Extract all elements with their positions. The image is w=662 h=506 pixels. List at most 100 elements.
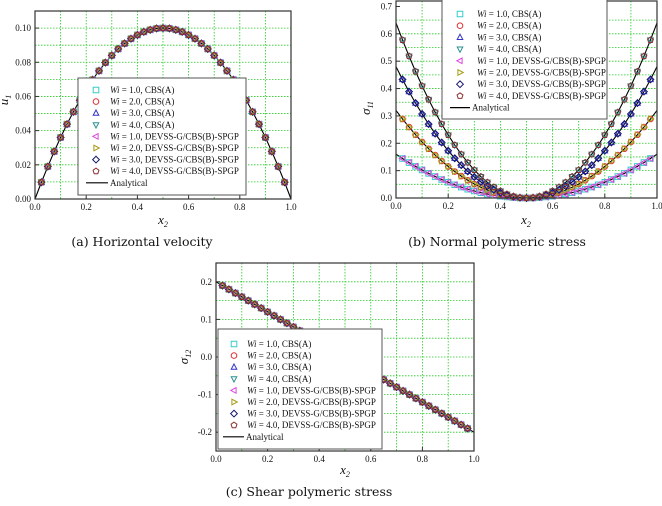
legend-item: Wi = 1.0, CBS(A) [456,9,541,19]
legend-label-rest: = 2.0, DEVSS-G/CBS(B)-SPGP [120,143,239,153]
legend-label: Wi = 3.0, CBS(A) [110,108,174,118]
data-point-triangle-down [424,96,433,104]
y-tick-label: 0.2 [201,277,212,287]
data-point-square [451,181,459,189]
data-point-pentagon [444,413,452,421]
caption: (b) Normal polymeric stress [408,234,586,249]
data-point-triangle-right [608,157,616,165]
legend-label: Wi = 3.0, CBS(A) [247,362,311,372]
data-point-pentagon [225,285,233,293]
legend-item-analytical: Analytical [86,178,148,188]
x-tick-label: 1.0 [468,454,480,464]
legend-box [441,0,608,120]
x-tick-label: 1.0 [651,201,662,211]
legend-label: Wi = 1.0, CBS(A) [477,9,541,19]
data-point-triangle-left [470,187,477,195]
x-axis-label-sub: 2 [527,220,531,229]
data-point-diamond [509,192,518,201]
data-point-pentagon [283,319,291,327]
circle-marker-icon [230,352,238,359]
legend-label-rest: = 3.0, DEVSS-G/CBS(B)-SPGP [257,409,376,419]
data-point-pentagon [503,190,511,198]
data-point-diamond [607,138,616,147]
legend-label: Wi = 3.0, DEVSS-G/CBS(B)-SPGP [247,409,376,419]
data-point-pentagon [270,311,278,319]
data-point-triangle-left [626,166,634,174]
data-point-triangle-right [569,183,577,191]
legend-label: Wi = 4.0, DEVSS-G/CBS(B)-SPGP [247,420,376,430]
data-point-triangle-left [411,162,419,170]
y-tick-label: -0.1 [198,390,212,400]
legend-label-rest: = 4.0, CBS(A) [487,44,542,54]
data-point-pentagon [399,36,407,43]
data-point-pentagon [522,194,531,201]
data-point-square [608,176,615,183]
data-point-square [647,155,654,162]
data-point-triangle-up [568,177,576,185]
data-point-pentagon [555,183,563,191]
data-point-triangle-down [483,179,491,187]
data-point-pentagon [483,178,491,186]
data-point-pentagon [542,190,550,198]
legend-item: Wi = 3.0, DEVSS-G/CBS(B)-SPGP [455,79,606,89]
data-point-triangle-left [580,185,588,193]
legend-item: Wi = 2.0, CBS(A) [92,97,174,107]
data-point-pentagon [601,131,609,138]
data-point-pentagon [405,52,413,60]
data-point-triangle-left [574,187,582,195]
pentagon-marker-icon [230,421,238,429]
legend-box [217,328,383,450]
data-point-triangle-down [581,159,589,167]
data-point-pentagon [50,147,58,155]
data-point-pentagon [238,293,246,300]
data-point-diamond [411,99,420,108]
data-point-triangle-up [620,119,628,127]
data-point-pentagon [185,31,193,38]
circle-marker-icon [92,98,100,105]
data-point-triangle-down [575,167,583,175]
data-point-triangle-right [582,176,590,184]
legend-label: Wi = 1.0, CBS(A) [247,339,311,349]
data-point-pentagon [412,67,420,75]
legend-label-wi: Wi [477,79,487,89]
caption: (a) Horizontal velocity [71,234,213,249]
data-point-triangle-up [398,75,407,83]
data-point-triangle-up [627,109,635,117]
data-point-triangle-down [627,83,635,91]
data-point-diamond [600,146,609,155]
data-point-triangle-up [444,146,452,154]
x-tick-label: 0.0 [29,202,41,212]
data-point-pentagon [274,162,282,170]
data-point-triangle-up [614,129,622,137]
legend-label-wi: Wi [110,108,120,118]
data-point-triangle-up [405,87,413,95]
data-point-pentagon [231,289,239,297]
legend-label-rest: = 4.0, CBS(A) [120,120,175,130]
y-tick-label: 0.0 [381,193,393,203]
x-tick-label: 0.2 [443,201,454,211]
data-point-diamond [424,120,433,129]
legend-label: Wi = 1.0, DEVSS-G/CBS(B)-SPGP [110,131,239,141]
legend-item: Wi = 4.0, DEVSS-G/CBS(B)-SPGP [92,166,239,176]
data-point-pentagon [588,150,596,158]
data-point-triangle-right [615,151,623,159]
data-point-triangle-left [633,162,641,170]
legend-label-wi: Wi [247,385,257,395]
data-point-pentagon [425,95,433,103]
circle-marker-icon [456,22,464,29]
y-tick-label: 0.00 [15,194,31,204]
data-point-pentagon [114,45,122,52]
data-point-diamond [450,154,459,163]
data-point-diamond [594,154,603,163]
data-point-triangle-right [641,123,649,131]
data-point-triangle-right [452,167,460,176]
data-point-pentagon [159,24,167,32]
legend-label-wi: Wi [247,409,257,419]
y-axis-label-sub: 12 [184,350,193,358]
data-point-pentagon [44,162,52,170]
data-point-triangle-up [581,167,589,174]
data-point-diamond [431,129,440,138]
data-point-pentagon [101,58,109,66]
data-point-triangle-right [576,180,583,188]
x-tick-label: 0.4 [132,202,144,212]
